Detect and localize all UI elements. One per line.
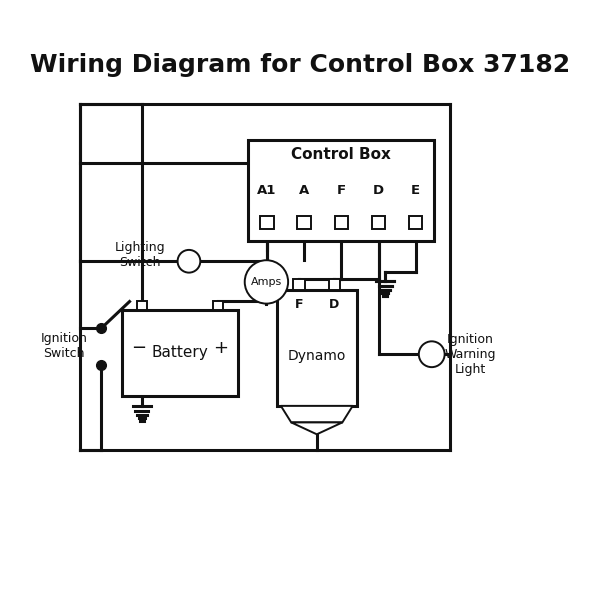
- Circle shape: [178, 250, 200, 272]
- Text: D: D: [373, 184, 384, 197]
- Text: A1: A1: [257, 184, 277, 197]
- Text: +: +: [214, 339, 229, 357]
- Bar: [298, 216, 311, 229]
- Bar: [329, 280, 340, 290]
- Bar: [213, 301, 223, 310]
- Circle shape: [419, 341, 445, 367]
- Text: −: −: [131, 339, 146, 357]
- Text: D: D: [329, 298, 340, 311]
- Bar: [372, 216, 385, 229]
- Text: F: F: [337, 184, 346, 197]
- Text: Battery: Battery: [152, 346, 208, 361]
- Text: Ignition
Warning
Light: Ignition Warning Light: [445, 333, 496, 376]
- Text: Wiring Diagram for Control Box 37182: Wiring Diagram for Control Box 37182: [30, 53, 570, 77]
- Text: F: F: [295, 298, 304, 311]
- Bar: [137, 301, 146, 310]
- Bar: [277, 290, 357, 406]
- Polygon shape: [291, 422, 343, 434]
- Bar: [293, 280, 305, 290]
- Text: E: E: [411, 184, 420, 197]
- Text: Amps: Amps: [251, 277, 282, 287]
- Text: Lighting
Switch: Lighting Switch: [115, 241, 165, 269]
- Bar: [248, 140, 434, 241]
- Text: Dynamo: Dynamo: [287, 349, 346, 362]
- Bar: [409, 216, 422, 229]
- Circle shape: [245, 260, 288, 304]
- Bar: [122, 310, 238, 395]
- Text: Ignition
Switch: Ignition Switch: [41, 332, 88, 361]
- Text: Control Box: Control Box: [292, 147, 391, 162]
- Polygon shape: [281, 406, 353, 422]
- Bar: [260, 216, 274, 229]
- Text: A: A: [299, 184, 309, 197]
- Bar: [335, 216, 348, 229]
